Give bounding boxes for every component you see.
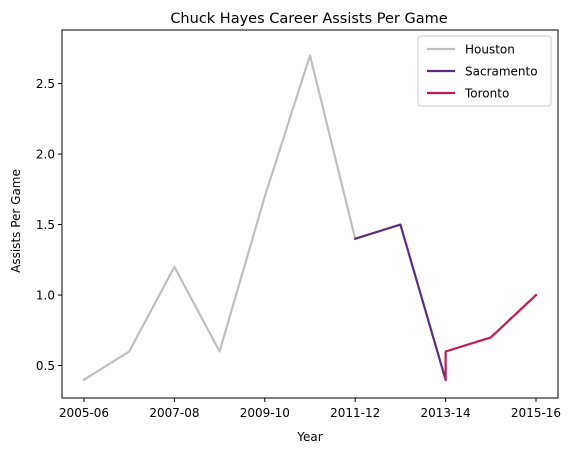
legend-label-sacramento: Sacramento bbox=[465, 65, 538, 79]
y-tick-label: 2.5 bbox=[36, 77, 55, 91]
legend: Houston Sacramento Toronto bbox=[417, 35, 552, 107]
x-tick-label: 2013-14 bbox=[421, 406, 471, 420]
chart-title: Chuck Hayes Career Assists Per Game bbox=[170, 11, 447, 27]
x-tick-label: 2011-12 bbox=[330, 406, 380, 420]
x-tick-label: 2009-10 bbox=[240, 406, 290, 420]
series-line-sacramento bbox=[353, 223, 447, 382]
plot-lines bbox=[82, 54, 538, 382]
series-line-houston bbox=[82, 54, 357, 382]
x-axis-label: Year bbox=[296, 430, 322, 444]
y-tick-label: 0.5 bbox=[36, 359, 55, 373]
y-tick-label: 1.5 bbox=[36, 218, 55, 232]
x-tick-label: 2015-16 bbox=[511, 406, 561, 420]
x-tick-label: 2005-06 bbox=[59, 406, 109, 420]
y-tick-label: 2.0 bbox=[36, 148, 55, 162]
y-axis-label: Assists Per Game bbox=[9, 169, 23, 273]
legend-label-houston: Houston bbox=[465, 43, 515, 57]
x-tick-label: 2007-08 bbox=[149, 406, 199, 420]
series-line-toronto bbox=[444, 293, 538, 381]
ticks: 2005-06 2007-08 2009-10 2011-12 2013-14 2015-… bbox=[36, 77, 561, 420]
axes bbox=[61, 29, 559, 399]
legend-label-toronto: Toronto bbox=[464, 87, 509, 101]
legend-box bbox=[417, 35, 552, 107]
plot-frame bbox=[61, 29, 559, 399]
y-tick-label: 1.0 bbox=[36, 289, 55, 303]
